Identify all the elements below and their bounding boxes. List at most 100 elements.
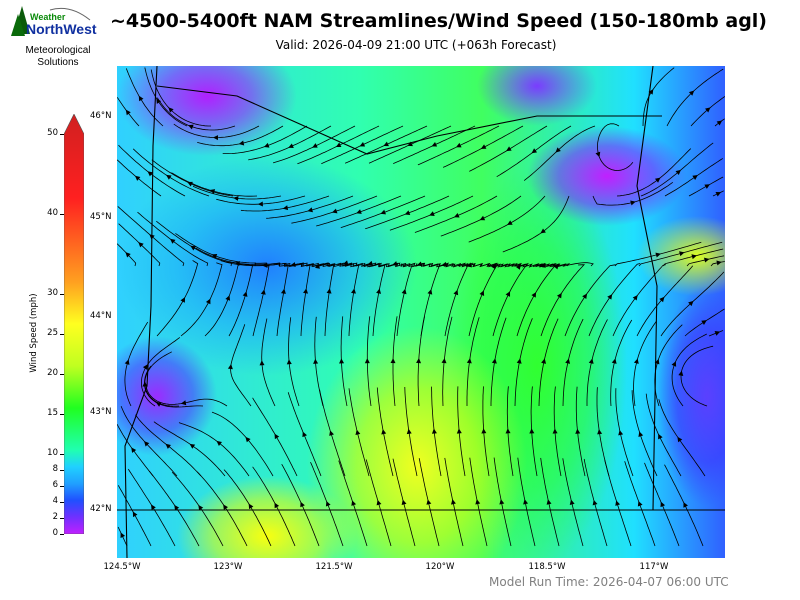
streamline-arrow: [516, 358, 522, 364]
streamline-arrow: [180, 400, 187, 406]
coastline: [124, 66, 158, 558]
model-run-time: Model Run Time: 2026-04-07 06:00 UTC: [489, 575, 729, 589]
streamline: [444, 263, 469, 337]
streamline-arrow: [223, 504, 229, 510]
streamline-arrow: [209, 189, 216, 194]
streamline-arrow: [282, 205, 289, 211]
streamline-arrow: [638, 431, 644, 437]
streamline: [615, 388, 634, 477]
streamline-arrow: [692, 175, 698, 180]
streamline-arrow: [401, 288, 407, 295]
colorbar-tick-label: 20: [47, 368, 58, 378]
streamline: [196, 471, 248, 547]
colorbar-tick-label: 4: [52, 496, 58, 506]
streamline: [633, 320, 657, 407]
streamline-arrow: [479, 215, 486, 221]
colorbar-tick-mark: [60, 334, 64, 335]
streamline-arrow: [216, 440, 222, 446]
streamline-arrow: [531, 148, 538, 154]
streamline-arrow: [630, 200, 636, 206]
longitude-label: 120°W: [425, 562, 455, 572]
streamline-arrow: [307, 207, 313, 213]
streamline: [171, 172, 258, 197]
streamline-arrow: [303, 288, 309, 294]
streamline-arrow: [147, 171, 153, 177]
streamline: [396, 263, 413, 337]
streamline-arrow: [280, 288, 286, 294]
streamline-arrow: [552, 428, 558, 434]
streamline-arrow: [541, 358, 547, 364]
streamline: [376, 387, 394, 477]
streamline: [658, 399, 706, 477]
colorbar-tick-mark: [60, 454, 64, 455]
state-border-east: [636, 66, 658, 511]
svg-text:Weather: Weather: [30, 12, 66, 22]
streamline-arrow: [380, 209, 386, 215]
streamline: [468, 195, 546, 243]
streamline-arrow: [637, 500, 643, 507]
streamline-arrow: [407, 141, 413, 147]
colorbar-tick-label: 30: [47, 288, 58, 298]
streamline-arrow: [688, 90, 695, 96]
streamline: [597, 123, 634, 171]
streamline: [153, 421, 226, 477]
streamline: [516, 263, 557, 337]
streamline-arrow: [325, 500, 331, 507]
streamline-arrow: [529, 428, 535, 434]
streamline-arrow: [339, 358, 345, 364]
streamline-arrow: [654, 177, 661, 183]
streamline-arrow: [426, 499, 432, 505]
streamline-arrow: [515, 264, 521, 270]
streamline-arrow: [658, 433, 663, 440]
wind-speed-colorbar: [63, 113, 85, 535]
streamline-arrow: [406, 428, 412, 435]
streamline: [171, 471, 224, 547]
streamline-arrow: [134, 175, 141, 181]
streamline: [281, 464, 320, 547]
streamline: [344, 262, 360, 337]
streamline: [230, 324, 252, 407]
streamline: [680, 345, 714, 407]
streamline-arrow: [313, 358, 319, 364]
streamline-arrow: [615, 500, 621, 506]
streamline-arrow: [227, 363, 233, 370]
streamline-arrow: [480, 144, 487, 149]
streamline-arrow: [288, 143, 294, 149]
streamline-arrow: [155, 402, 162, 407]
streamline-arrow: [300, 501, 305, 508]
streamline-arrow: [274, 502, 280, 509]
streamline-arrow: [540, 228, 546, 234]
weather-northwest-logo: Weather NorthWest: [10, 6, 106, 40]
streamline-arrow: [211, 253, 218, 259]
streamline-arrow: [556, 292, 562, 299]
colorbar-tick-mark: [60, 502, 64, 503]
streamline-arrow: [565, 358, 571, 364]
streamline-arrow: [355, 429, 361, 436]
colorbar-tick-label: 15: [47, 408, 58, 418]
streamline: [261, 318, 276, 407]
streamline-arrow: [453, 289, 459, 296]
streamline-arrow: [431, 428, 437, 434]
streamline: [640, 142, 714, 197]
streamline-arrow: [376, 499, 382, 506]
latitude-label: 46°N: [90, 111, 112, 121]
logo-subtitle-line1: Meteorological: [25, 45, 91, 56]
streamline-arrow: [507, 220, 513, 225]
streamline-arrow: [312, 143, 318, 148]
streamline: [348, 388, 370, 477]
streamline-arrow: [142, 364, 148, 370]
streamline-arrow: [274, 433, 280, 440]
streamline-arrow: [174, 504, 180, 511]
streamline: [291, 195, 378, 224]
streamline-arrow: [678, 370, 684, 377]
streamline-arrow: [165, 443, 171, 449]
streamline-arrow: [618, 429, 624, 436]
streamline-arrow: [429, 211, 435, 216]
colorbar-tick-mark: [60, 414, 64, 415]
colorbar-tick-mark: [60, 486, 64, 487]
streamline: [273, 262, 289, 337]
streamline-arrow: [679, 251, 685, 257]
streamline-arrow: [555, 147, 561, 153]
streamline-arrow: [383, 141, 389, 147]
streamline-arrow: [575, 428, 581, 434]
